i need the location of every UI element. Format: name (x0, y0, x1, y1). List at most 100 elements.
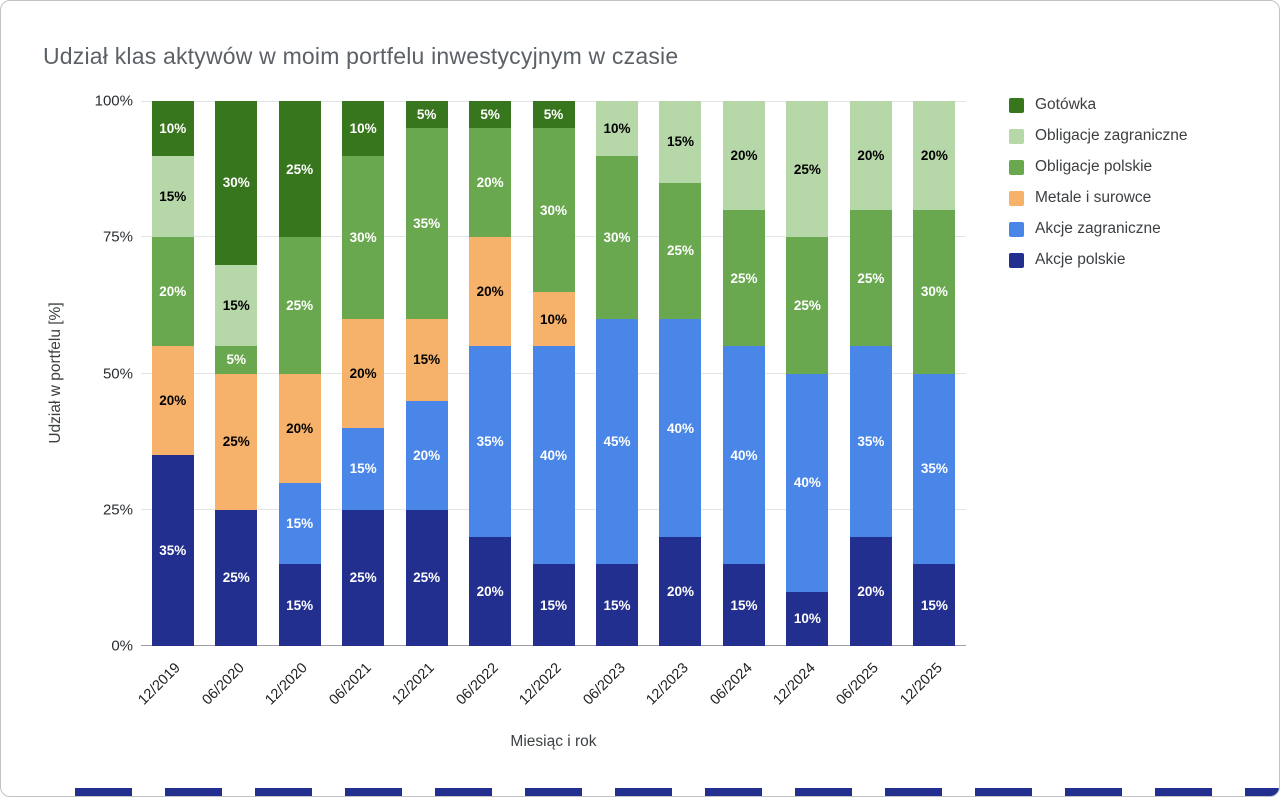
legend-label: Gotówka (1035, 96, 1097, 113)
x-axis-ticks: 12/2019 06/2020 12/2020 06/2021 12/2021 06/20… (136, 652, 966, 722)
bar-segment: 10% (596, 101, 639, 156)
bar-segment: 10% (532, 291, 575, 347)
bar-segment-label: 35% (857, 434, 885, 450)
bar-segment: 15% (532, 564, 575, 646)
bar-segment-label: 35% (920, 461, 948, 477)
x-tick-label: 12/2023 (643, 660, 692, 709)
bar-segment: 25% (342, 509, 385, 646)
stacked-bar: 20% 40% 25% 15% (659, 101, 702, 646)
bar-segment: 40% (786, 373, 829, 592)
bar-segment: 30% (342, 155, 385, 319)
bar-segment-label: 15% (666, 134, 694, 150)
bar-column: 10% 40% 25% 25% (776, 101, 839, 646)
bottom-partial-bar (975, 788, 1032, 796)
x-tick-slot: 06/2022 (453, 652, 521, 722)
y-tick-label: 100% (94, 92, 133, 110)
bar-segment-label: 25% (286, 161, 314, 177)
bar-segment: 40% (722, 346, 765, 565)
bar-segment: 25% (215, 373, 258, 510)
bar-segment-label: 20% (666, 584, 694, 599)
x-tick-slot: 12/2024 (770, 652, 839, 722)
y-axis-ticks: 0% 25% 50% 75% 100% (1, 93, 133, 655)
bar-segment-label: 45% (603, 434, 631, 450)
bar-segment: 25% (786, 101, 829, 238)
bar-segment-label: 15% (413, 352, 441, 368)
bar-segment-label: 15% (603, 597, 631, 613)
x-tick-label: 06/2024 (706, 660, 756, 709)
bar-segment-label: 20% (730, 148, 758, 163)
legend-label: Akcje polskie (1035, 251, 1126, 268)
stacked-bar: 10% 40% 25% 25% (786, 101, 829, 646)
plot-area: 35% 20% 20% 15% 10% 25% 25% 5% 15% 30% 15% 15% 20% 25… (141, 101, 966, 646)
bottom-partial-bar (615, 788, 672, 796)
bottom-partial-bar (1065, 788, 1122, 796)
legend-item: Akcje zagraniczne (1009, 220, 1188, 238)
legend-swatch (1009, 190, 1024, 206)
bar-segment: 10% (342, 101, 385, 156)
bottom-partial-bar (525, 788, 582, 796)
x-tick-slot: 12/2023 (643, 652, 712, 722)
chart-title: Udział klas aktywów w moim portfelu inwe… (43, 43, 679, 69)
bar-segment-label: 25% (857, 270, 885, 286)
y-tick-label: 50% (102, 365, 133, 382)
bar-segment: 25% (659, 182, 702, 319)
bar-segment: 15% (596, 564, 639, 646)
bar-segment: 20% (659, 537, 702, 646)
bar-segment: 35% (469, 346, 512, 537)
y-tick-label: 75% (102, 228, 133, 246)
x-tick-slot: 06/2025 (834, 652, 902, 722)
bar-column: 25% 25% 5% 15% 30% (204, 101, 267, 646)
bottom-partial-bar (705, 788, 762, 796)
legend-item: Gotówka (1009, 96, 1188, 114)
bar-segment-label: 5% (416, 107, 437, 123)
x-tick-slot: 12/2020 (263, 652, 331, 722)
legend-label: Obligacje polskie (1035, 158, 1153, 175)
bar-segment: 5% (405, 101, 448, 129)
bar-segment-label: 20% (159, 284, 187, 300)
legend-label: Akcje zagraniczne (1035, 220, 1161, 237)
x-tick-slot: 12/2019 (136, 652, 204, 722)
bar-segment-label: 20% (476, 284, 504, 300)
stacked-bar: 25% 25% 5% 15% 30% (215, 101, 258, 646)
bar-segment: 15% (215, 264, 258, 347)
bar-segment-label: 10% (793, 611, 821, 627)
stacked-bar: 15% 15% 20% 25% 25% (278, 101, 321, 646)
legend-label: Metale i surowce (1035, 189, 1152, 206)
legend-swatch (1009, 221, 1024, 237)
bar-segment: 20% (469, 128, 512, 238)
bar-segment-label: 10% (159, 120, 187, 136)
bar-column: 15% 35% 30% 20% (903, 101, 966, 646)
bottom-partial-bar (345, 788, 402, 796)
legend-item: Obligacje zagraniczne (1009, 127, 1188, 145)
bar-segment: 20% (469, 537, 512, 646)
bar-segment-label: 5% (480, 107, 500, 123)
stacked-bar: 20% 35% 25% 20% (849, 101, 892, 646)
bar-segment-label: 20% (349, 366, 377, 381)
bar-segment: 5% (469, 101, 512, 129)
bar-segment-label: 20% (159, 393, 187, 409)
bar-segment-label: 35% (476, 434, 504, 450)
bar-segment: 25% (849, 210, 892, 347)
bar-segment-label: 30% (540, 202, 568, 218)
bar-segment: 20% (469, 237, 512, 347)
bar-column: 20% 35% 25% 20% (839, 101, 902, 646)
x-tick-label: 12/2022 (516, 660, 565, 709)
bar-segment-label: 10% (603, 120, 631, 136)
bar-segment: 25% (722, 210, 765, 347)
bar-segment-label: 35% (159, 543, 187, 559)
x-tick-label: 12/2021 (389, 660, 438, 709)
bar-segment-label: 15% (286, 515, 314, 531)
bar-segment: 20% (342, 319, 385, 428)
x-tick-slot: 06/2021 (326, 652, 394, 722)
bar-segment: 25% (786, 237, 829, 374)
x-tick-label: 06/2023 (579, 660, 629, 709)
bar-segment: 15% (278, 564, 321, 646)
x-tick-label: 06/2020 (199, 660, 248, 709)
legend-item: Akcje polskie (1009, 251, 1188, 269)
bar-segment: 15% (278, 482, 321, 565)
bar-segment: 15% (405, 319, 448, 401)
bar-column: 15% 40% 10% 30% 5% (522, 101, 585, 646)
bar-segment-label: 20% (857, 584, 885, 599)
x-tick-label: 12/2024 (770, 660, 819, 709)
legend-swatch (1009, 97, 1024, 113)
